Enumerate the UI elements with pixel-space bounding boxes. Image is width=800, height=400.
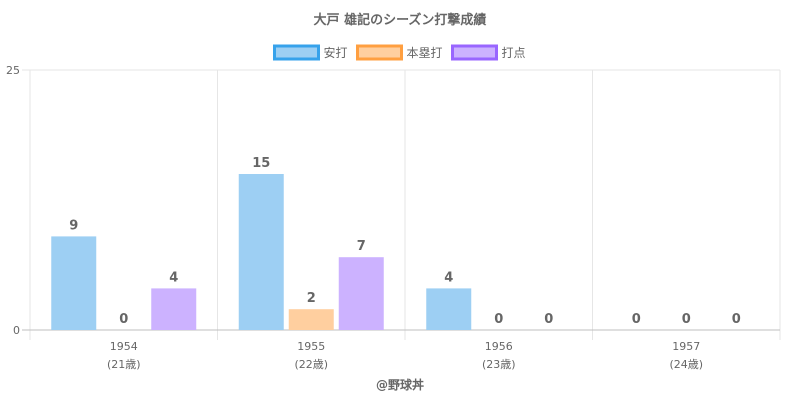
data-label-0-1: 15 bbox=[252, 156, 270, 171]
data-labels: 9 0 4 15 2 7 4 0 0 0 0 0 bbox=[69, 156, 741, 327]
legend-swatch-2 bbox=[451, 44, 498, 61]
bar-0-0 bbox=[51, 236, 97, 330]
x-tick-label-3: 1957 bbox=[672, 340, 700, 353]
data-label-2-0: 4 bbox=[169, 270, 178, 285]
grid-lines bbox=[22, 69, 781, 340]
x-tick-sublabel-3: (24歳) bbox=[669, 358, 703, 371]
x-tick-sublabel-2: (23歳) bbox=[482, 358, 516, 371]
y-tick-label-bottom: 0 bbox=[13, 324, 20, 337]
x-tick-sublabel-0: (21歳) bbox=[107, 358, 141, 371]
x-tick-sublabel-1: (22歳) bbox=[294, 358, 328, 371]
data-label-2-1: 7 bbox=[357, 239, 366, 254]
data-label-1-0: 0 bbox=[119, 312, 128, 327]
data-label-1-2: 0 bbox=[494, 312, 503, 327]
bar-1-1 bbox=[288, 309, 334, 330]
legend-swatch-1 bbox=[356, 44, 403, 61]
bar-2-0 bbox=[151, 288, 197, 330]
data-label-0-3: 0 bbox=[632, 312, 641, 327]
x-tick-label-1: 1955 bbox=[297, 340, 325, 353]
data-label-2-2: 0 bbox=[544, 312, 553, 327]
legend-swatch-0 bbox=[273, 44, 320, 61]
legend: 安打 本塁打 打点 bbox=[273, 44, 526, 61]
data-label-1-3: 0 bbox=[682, 312, 691, 327]
legend-label-0: 安打 bbox=[324, 45, 348, 60]
legend-label-1: 本塁打 bbox=[407, 46, 443, 60]
bars bbox=[51, 174, 472, 330]
data-label-0-0: 9 bbox=[69, 218, 78, 233]
legend-label-2: 打点 bbox=[502, 46, 526, 60]
chart-title: 大戸 雄記のシーズン打撃成績 bbox=[314, 12, 487, 28]
chart-footer: @野球丼 bbox=[376, 377, 424, 392]
y-tick-label-top: 25 bbox=[6, 64, 20, 77]
x-tick-label-0: 1954 bbox=[110, 340, 138, 353]
axes: 25 0 1954 (21歳) 1955 (22歳) 1956 (23歳) 1957 (24歳) bbox=[6, 64, 780, 371]
bar-0-1 bbox=[238, 174, 284, 330]
x-tick-label-2: 1956 bbox=[485, 340, 513, 353]
bar-0-2 bbox=[426, 288, 472, 330]
data-label-2-3: 0 bbox=[732, 312, 741, 327]
bar-2-1 bbox=[338, 257, 384, 330]
data-label-1-1: 2 bbox=[307, 291, 316, 306]
data-label-0-2: 4 bbox=[444, 270, 453, 285]
